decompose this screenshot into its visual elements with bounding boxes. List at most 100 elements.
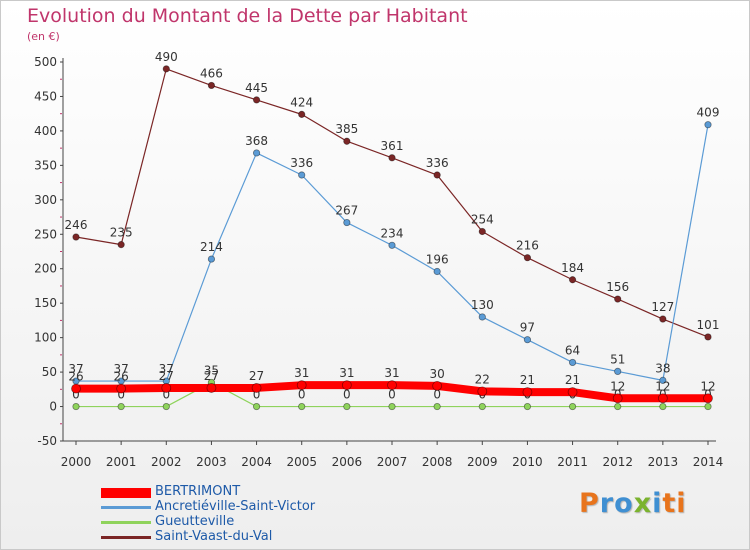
data-label: 368 (245, 134, 268, 148)
data-label: 246 (65, 218, 88, 232)
legend-label: Gueutteville (155, 514, 235, 529)
data-point (568, 358, 577, 367)
data-point (523, 402, 532, 411)
y-tick-label: 0 (49, 400, 57, 414)
data-point (704, 402, 712, 411)
data-label: 184 (561, 261, 584, 275)
data-point (252, 149, 261, 157)
data-label: 12 (700, 379, 715, 393)
data-point (343, 218, 351, 227)
data-label: 64 (565, 343, 580, 357)
legend-label: Saint-Vaast-du-Val (155, 529, 273, 544)
data-point (71, 383, 81, 394)
x-tick-label: 2007 (377, 455, 408, 469)
legend-swatch (101, 536, 151, 539)
data-point (161, 383, 172, 393)
data-label: 31 (294, 366, 309, 380)
data-label: 12 (655, 379, 670, 393)
data-label: 156 (606, 280, 629, 294)
data-point (522, 387, 533, 397)
y-tick-label: 200 (34, 262, 57, 276)
data-label: 336 (426, 156, 449, 170)
data-label: 35 (204, 363, 219, 377)
y-tick-label: 150 (34, 296, 57, 310)
y-tick-label: 500 (34, 55, 57, 69)
logo-letter: x (633, 488, 653, 519)
x-tick-label: 2005 (286, 455, 317, 469)
data-point (116, 383, 127, 394)
data-point (614, 295, 622, 303)
data-label: 196 (426, 252, 449, 266)
data-label: 0 (117, 388, 125, 402)
data-point (433, 267, 441, 276)
data-label: 0 (72, 388, 80, 402)
data-point (614, 402, 622, 411)
data-point (343, 402, 351, 411)
chart-title: Evolution du Montant de la Dette par Hab… (27, 5, 468, 27)
data-point (162, 402, 170, 411)
data-label: 37 (68, 362, 83, 376)
data-label: 0 (298, 388, 306, 402)
data-label: 31 (384, 366, 399, 380)
x-tick-label: 2008 (422, 455, 453, 469)
data-point (252, 96, 261, 104)
data-point (252, 402, 261, 411)
chart-unit-subtitle: (en €) (27, 30, 60, 43)
data-label: 37 (159, 362, 174, 376)
logo-letter: i (676, 488, 687, 519)
x-tick-label: 2002 (151, 455, 182, 469)
x-tick-label: 2003 (196, 455, 227, 469)
data-label: 130 (471, 298, 494, 312)
data-label: 37 (114, 362, 129, 376)
x-tick-label: 2010 (512, 455, 543, 469)
x-tick-label: 2014 (693, 455, 724, 469)
data-point (703, 393, 713, 404)
data-label: 51 (610, 352, 625, 366)
data-point (704, 121, 712, 129)
data-label: 445 (245, 81, 268, 95)
logo-letter: o (614, 488, 634, 519)
legend-label: Ancretiéville-Saint-Victor (155, 499, 316, 514)
data-point (478, 402, 486, 411)
series-line (75, 124, 709, 382)
data-label: 127 (651, 300, 674, 314)
data-label: 0 (343, 388, 351, 402)
data-point (388, 154, 396, 162)
data-label: 30 (430, 367, 445, 381)
data-label: 21 (520, 373, 535, 387)
data-label: 12 (610, 379, 625, 393)
data-label: 267 (335, 204, 358, 218)
data-point (568, 276, 577, 284)
data-label: 409 (697, 106, 720, 120)
data-point (388, 402, 396, 411)
data-label: 38 (655, 361, 670, 375)
data-label: 27 (249, 369, 264, 383)
y-tick-label: 50 (42, 365, 57, 379)
x-tick-label: 2011 (557, 455, 588, 469)
data-point (162, 65, 170, 73)
series-Ancretiéville-Saint-Victor: 37 37 37 214 368 336 267 234 196 130 97 64 51 38 409 (68, 106, 719, 385)
legend-swatch (101, 521, 151, 524)
y-tick-label: 450 (34, 89, 57, 103)
data-label: 26 (68, 370, 83, 384)
logo-letter: t (662, 488, 677, 519)
x-tick-label: 2001 (106, 455, 137, 469)
data-point (567, 387, 578, 397)
data-label: 235 (110, 226, 133, 240)
data-label: 214 (200, 240, 223, 254)
data-label: 490 (155, 50, 178, 64)
y-tick-label: 100 (34, 331, 57, 345)
data-point (568, 402, 577, 411)
y-tick-label: 300 (34, 193, 57, 207)
legend-label: BERTRIMONT (155, 484, 241, 499)
data-point (298, 171, 306, 179)
series-BERTRIMONT: 26 26 27 27 27 31 31 31 30 22 21 21 12 12 12 (68, 366, 716, 404)
data-point (207, 255, 216, 263)
data-label: 27 (159, 369, 174, 383)
data-point (433, 402, 441, 411)
data-point (251, 383, 262, 393)
data-point (659, 376, 667, 384)
data-label: 254 (471, 213, 494, 227)
